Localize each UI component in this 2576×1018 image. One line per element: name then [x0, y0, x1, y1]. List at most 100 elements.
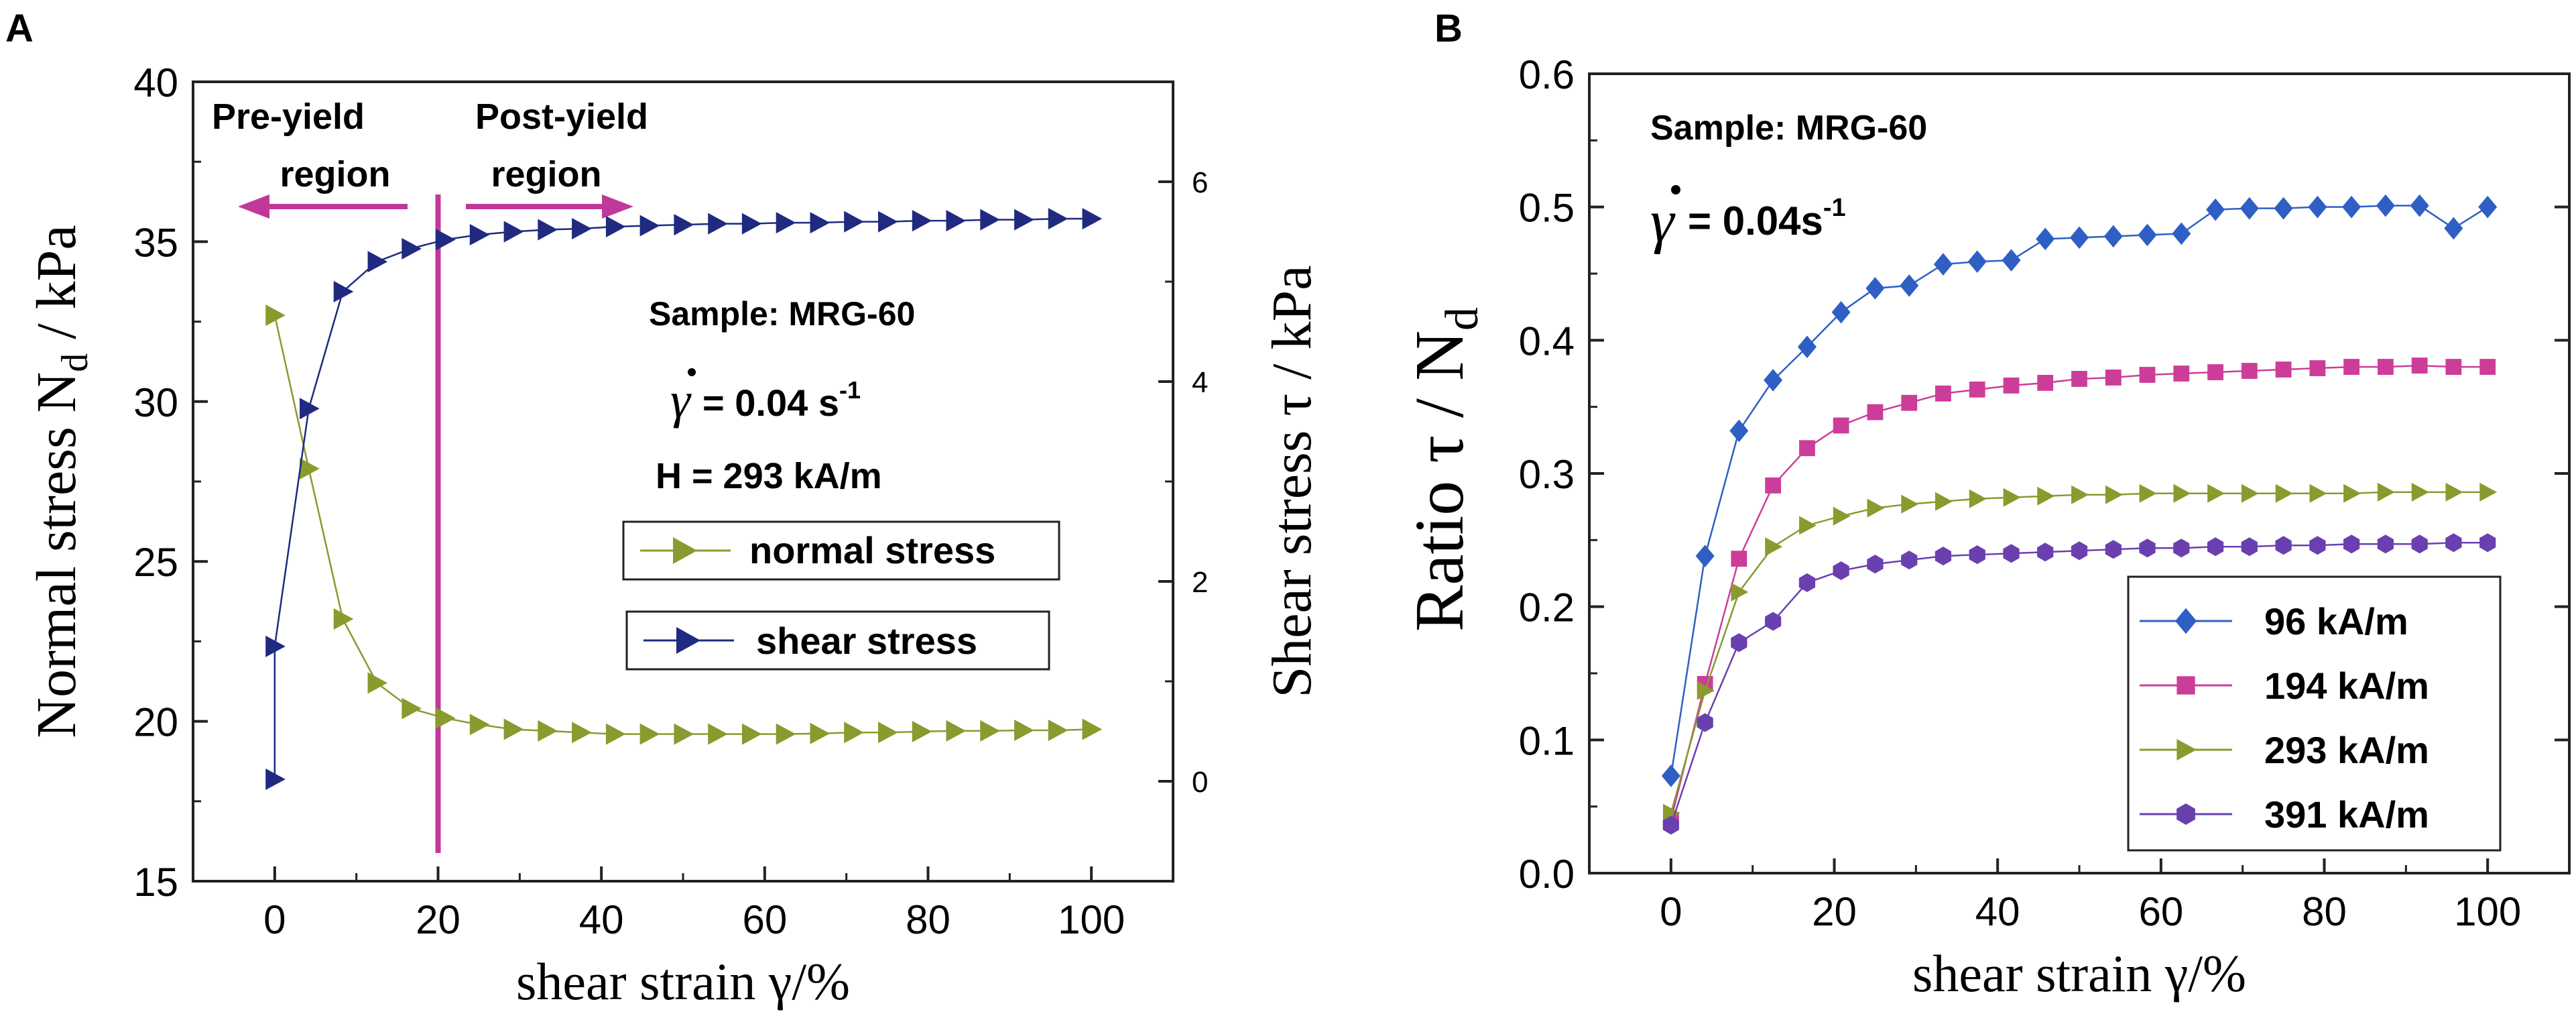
data-point-normal-stress: [946, 720, 967, 742]
data-point-391-kA/m: [2411, 534, 2428, 554]
data-point-391-kA/m: [1765, 612, 1782, 631]
y-tick-label: 35: [133, 220, 178, 265]
data-point-391-kA/m: [2445, 533, 2462, 553]
data-point-293-kA/m: [2275, 484, 2293, 503]
data-point-194-kA/m: [2207, 364, 2223, 380]
data-point-391-kA/m: [1901, 551, 1918, 570]
data-point-96-kA/m: [1831, 300, 1851, 324]
data-point-shear-stress: [333, 280, 354, 302]
legend-normal-stress-marker: [673, 537, 697, 564]
data-point-96-kA/m: [1900, 274, 1919, 297]
data-point-293-kA/m: [1662, 803, 1680, 823]
data-point-293-kA/m: [2037, 486, 2055, 506]
data-point-194-kA/m: [2309, 360, 2326, 376]
data-point-194-kA/m: [2241, 363, 2258, 379]
post-yield-arrow: [466, 194, 633, 219]
data-point-391-kA/m: [1935, 547, 1952, 566]
data-point-194-kA/m: [2139, 367, 2156, 383]
data-point-96-kA/m: [2444, 217, 2463, 240]
data-point-normal-stress: [776, 723, 796, 745]
data-point-shear-stress: [776, 212, 796, 234]
x-tick-label: 20: [416, 897, 461, 942]
data-point-194-kA/m: [1969, 381, 1985, 398]
data-point-391-kA/m: [1867, 555, 1884, 574]
data-point-391-kA/m: [2139, 539, 2156, 558]
data-point-normal-stress: [605, 723, 626, 745]
data-point-293-kA/m: [1731, 582, 1749, 602]
gamma-dot-symbol: γ: [670, 372, 692, 429]
legend-marker: [2176, 676, 2195, 695]
data-point-96-kA/m: [1764, 369, 1783, 392]
data-point-96-kA/m: [1661, 765, 1680, 787]
data-point-194-kA/m: [2445, 359, 2462, 375]
data-point-194-kA/m: [2377, 359, 2394, 375]
data-point-293-kA/m: [1799, 516, 1817, 535]
data-point-194-kA/m: [2003, 377, 2020, 394]
data-point-391-kA/m: [1662, 815, 1679, 835]
post-yield-label-line2: region: [491, 154, 601, 194]
data-point-96-kA/m: [2274, 196, 2293, 220]
data-point-shear-stress: [538, 219, 558, 241]
data-point-96-kA/m: [2172, 222, 2191, 245]
panel-b-y-axis: 0.0 0.1 0.2 0.3 0.4 0.5 0.6: [1519, 52, 2569, 897]
x-tick-label: 0: [1660, 889, 1682, 934]
y2-tick-label: 0: [1192, 766, 1208, 799]
y-tick-label: 15: [133, 860, 178, 905]
data-point-shear-stress: [741, 213, 762, 235]
data-point-391-kA/m: [1833, 561, 1849, 581]
panel-a-field-label: H = 293 kA/m: [656, 456, 882, 496]
x-tick-label: 60: [2138, 889, 2183, 934]
data-point-shear-stress: [367, 251, 388, 273]
data-point-293-kA/m: [2207, 484, 2225, 503]
data-point-shear-stress: [402, 237, 422, 260]
data-point-96-kA/m: [1933, 253, 1953, 276]
data-point-shear-stress: [1014, 209, 1034, 231]
data-point-391-kA/m: [1969, 545, 1985, 565]
panel-a-label: A: [5, 7, 34, 50]
data-point-194-kA/m: [2173, 365, 2190, 382]
legend-label: 96 kA/m: [2264, 600, 2408, 642]
data-point-shear-stress: [605, 216, 626, 238]
y-tick-label: 0.2: [1519, 585, 1575, 630]
y-tick-label: 0.5: [1519, 186, 1575, 231]
data-point-391-kA/m: [2479, 533, 2496, 553]
data-point-96-kA/m: [2002, 249, 2021, 272]
legend-marker: [2176, 739, 2197, 760]
data-point-391-kA/m: [2343, 534, 2360, 554]
data-point-normal-stress: [572, 722, 592, 744]
data-point-194-kA/m: [1833, 417, 1849, 434]
data-point-normal-stress: [333, 608, 354, 630]
data-point-194-kA/m: [1731, 551, 1747, 567]
legend-label: 293 kA/m: [2264, 729, 2429, 771]
gamma-dot-symbol-b: γ: [1650, 188, 1676, 255]
x-tick-label: 100: [1058, 897, 1125, 942]
data-point-293-kA/m: [2411, 482, 2429, 502]
data-point-96-kA/m: [2070, 226, 2089, 249]
data-point-194-kA/m: [1935, 385, 1951, 402]
data-point-391-kA/m: [2071, 541, 2088, 561]
y-tick-label: 20: [133, 700, 178, 745]
y-tick-label: 30: [133, 380, 178, 425]
legend-item-391-kA/m: 391 kA/m: [2140, 793, 2429, 836]
panel-a-y-axis-label: Normal stress Nd / kPa: [25, 225, 96, 738]
y2-tick-label: 4: [1192, 366, 1208, 399]
data-point-194-kA/m: [2105, 370, 2122, 386]
legend-normal-stress-label: normal stress: [749, 529, 995, 571]
gamma-dot-mark: [688, 368, 696, 376]
data-point-shear-stress: [708, 213, 728, 235]
legend-normal-stress: normal stress: [622, 520, 1060, 581]
data-point-96-kA/m: [2240, 196, 2259, 220]
gamma-dot-mark-b: [1671, 185, 1680, 194]
data-point-shear-stress: [1048, 208, 1068, 230]
data-point-391-kA/m: [2105, 540, 2122, 559]
panel-a-y2-axis-label: Shear stress τ / kPa: [1261, 265, 1323, 697]
x-tick-label: 40: [579, 897, 624, 942]
data-point-96-kA/m: [1797, 335, 1817, 359]
data-point-normal-stress: [844, 722, 864, 744]
data-point-shear-stress: [639, 215, 660, 237]
data-point-shear-stress: [572, 218, 592, 240]
x-tick-label: 40: [1975, 889, 2020, 934]
data-point-96-kA/m: [2138, 223, 2157, 247]
x-tick-label: 60: [742, 897, 787, 942]
data-point-normal-stress: [1014, 719, 1034, 741]
